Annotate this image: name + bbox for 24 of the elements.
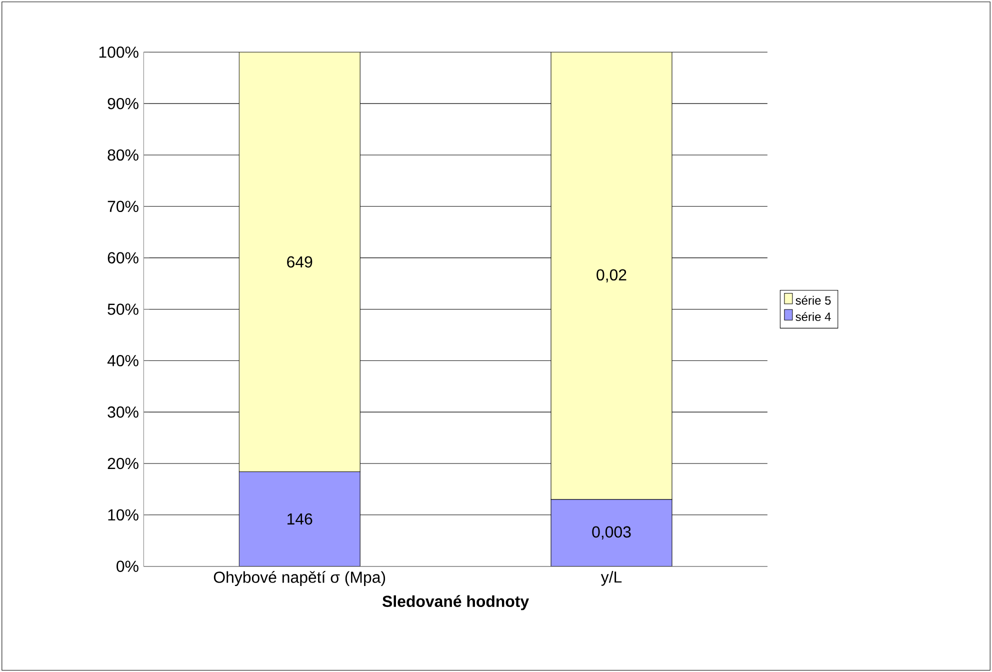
- y-tick-label: 40%: [107, 354, 138, 366]
- x-tick-label: y/L: [600, 570, 622, 586]
- y-tick-label: 30%: [108, 406, 138, 418]
- bar: [550, 499, 672, 566]
- y-tick-label: 50%: [108, 304, 138, 315]
- annotation: 649: [287, 256, 312, 268]
- annotation: 0,003: [592, 526, 631, 540]
- y-tick-label: 0%: [116, 560, 138, 572]
- bar: [238, 471, 360, 566]
- y-tick-label: 80%: [108, 149, 138, 161]
- bar: [550, 52, 672, 500]
- y-tick-label: 10%: [108, 509, 138, 520]
- legend-label: série 5: [796, 296, 831, 305]
- y-tick-label: 100%: [99, 46, 138, 58]
- y-tick-label: 90%: [108, 98, 138, 110]
- annotation: 0,02: [596, 269, 626, 282]
- x-tick-label: Ohybové napětí σ (Mpa): [214, 570, 386, 586]
- legend-label: série 4: [796, 312, 831, 321]
- y-tick-label: 60%: [108, 252, 138, 264]
- x-axis-title: Sledované hodnoty: [382, 595, 529, 610]
- annotation: 146: [288, 513, 312, 525]
- y-tick-label: 70%: [108, 200, 138, 212]
- y-tick-label: 20%: [108, 458, 138, 470]
- bar: [238, 52, 360, 472]
